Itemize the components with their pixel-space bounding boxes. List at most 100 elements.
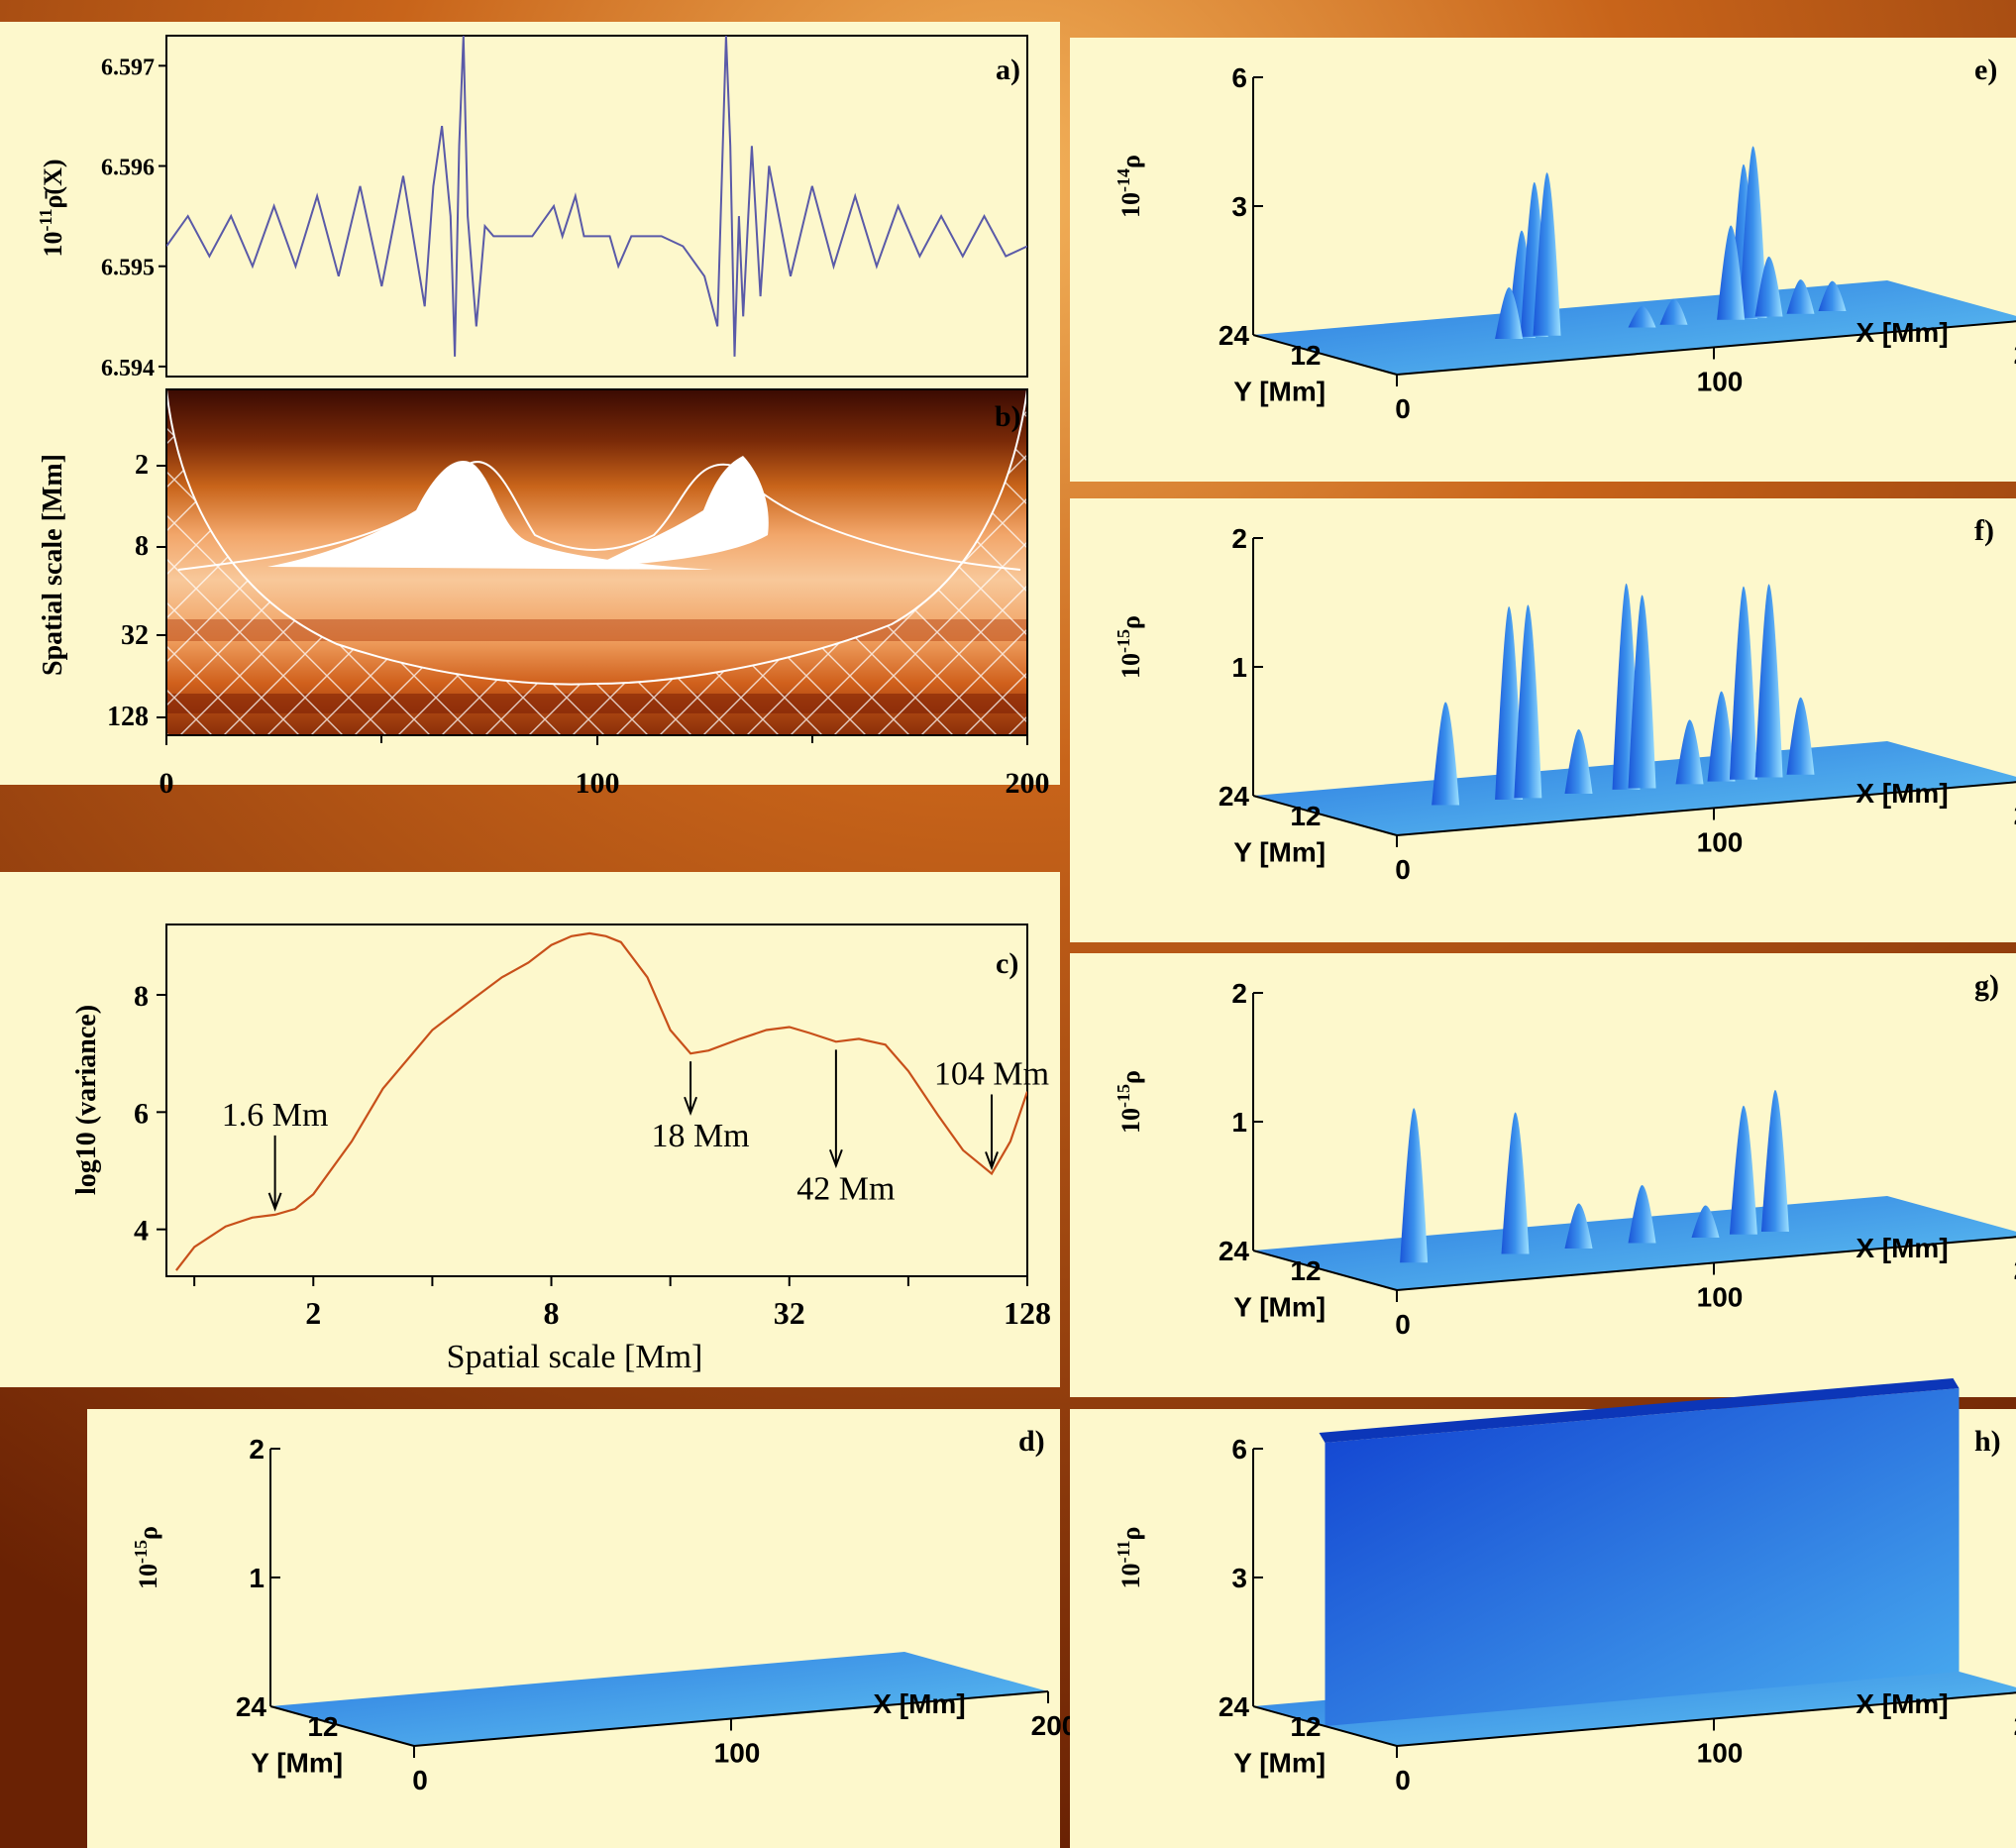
annotation-label: 104 Mm [934,1055,1049,1092]
y-tick: 12 [1290,801,1321,831]
surface-peak [1717,225,1746,320]
surface-peak [1754,256,1783,317]
z-tick: 1 [1231,652,1247,683]
annotation-arrowhead [828,1148,843,1169]
y-tick: 24 [236,1691,267,1722]
panel-g-background [1070,953,2016,1397]
panel-a-ylabel: 10-11ρ̄(X) [36,159,67,257]
annotation-label: 18 Mm [651,1118,749,1154]
panel-a-yticks: 6.597 6.596 6.595 6.594 [101,54,166,381]
surface-peak [1754,584,1783,778]
surface-peak [1729,1105,1757,1235]
z-label: 10-15ρ [1114,615,1145,679]
z-tick: 6 [1231,1434,1247,1465]
panel-e: e) 6 3 10-14ρ 24 12 Y [Mm] 0 100 200 X [Mm] [1070,38,2016,482]
x-axis-label: X [Mm] [1856,778,1948,809]
x-tick: 100 [1697,1738,1744,1769]
panel-b-xtick: 200 [1006,767,1050,800]
x-tick: 0 [1395,1309,1411,1340]
surface-peak [1564,1203,1593,1249]
x-axis-label: X [Mm] [1856,317,1948,348]
surface-peak [1628,305,1656,328]
annotation-label: 1.6 Mm [222,1097,329,1134]
surface-peak [1628,1185,1656,1244]
panel-h-label: h) [1974,1425,2001,1458]
panel-e-label: e) [1974,54,1997,86]
wavelet-heatmap [166,389,1027,735]
panel-b-ylabel: Spatial scale [Mm] [38,454,68,676]
panel-g: g) 2 1 10-15ρ 24 12 Y [Mm] 0 100 200 X [Mm] [1070,953,2016,1397]
z-tick: 1 [249,1563,265,1593]
y-axis [1252,334,1398,376]
x-tick: 200 [1031,1710,1078,1741]
y-tick: 12 [1290,340,1321,371]
panel-b-label: b) [995,400,1021,433]
annotation-arrowhead [684,1096,697,1117]
surface-plane [270,1652,1048,1746]
x-tick: 200 [2014,800,2016,830]
panel-a-ytick: 6.594 [101,356,155,381]
heatmap-power-right [594,456,769,567]
panel-c-ytick: 8 [134,980,149,1013]
z-tick: 3 [1231,1563,1247,1593]
panel-c-background [0,872,1060,1387]
cone-of-influence [166,389,1027,735]
panel-c-xtick: 128 [1004,1295,1051,1331]
surface-peak [1400,1108,1429,1263]
annotation-arrowhead [267,1192,282,1212]
y-tick: 24 [1219,1691,1250,1722]
panel-a-ytick: 6.595 [101,256,155,281]
panel-a-ytick: 6.597 [101,54,155,80]
panel-b-ytick: 32 [121,620,149,651]
panel-c-yticks: 8 6 4 [134,980,166,1248]
panel-c-line [175,931,1027,1271]
z-label: 10-15ρ [131,1526,162,1589]
x-tick: 200 [2014,339,2016,370]
y-axis-label: Y [Mm] [1233,377,1326,407]
x-tick: 100 [1697,367,1744,397]
surface-peak [1786,279,1815,314]
panel-c-plot-area [165,924,1028,1277]
surface-peak [1739,146,1767,318]
y-tick: 24 [1219,320,1250,351]
panel-c-xlabel: Spatial scale [Mm] [447,1339,703,1375]
surface-wall [1325,1388,1960,1726]
z-tick: 2 [1231,978,1247,1009]
panel-b-xtick: 0 [159,767,174,800]
surface-peak [1495,606,1524,801]
panel-c-ytick: 4 [134,1215,149,1248]
panel-d-label: d) [1018,1425,1045,1458]
panel-c-ytick: 6 [134,1097,149,1130]
panel-c: 8 6 4 2 8 32 128 1.6 Mm 18 Mm 42 Mm 104 Mm c) lo… [0,872,1060,1387]
surface-peak [1495,287,1524,340]
surface-peak [1691,1205,1720,1238]
z-label: 10-14ρ [1114,155,1145,218]
y-tick: 12 [1290,1255,1321,1286]
x-axis-label: X [Mm] [1856,1688,1948,1719]
panel-c-annotations: 1.6 Mm 18 Mm 42 Mm 104 Mm [222,1049,1049,1212]
y-axis-label: Y [Mm] [1233,837,1326,868]
panel-d-background [87,1409,1060,1848]
panel-b: 2 8 32 128 0 100 200 b) Spatial scale [M… [0,388,1060,800]
panel-b-xticks: 0 100 200 [159,735,1050,800]
x-axis-label: X [Mm] [873,1688,965,1719]
z-label: 10-15ρ [1114,1070,1145,1134]
x-tick: 100 [1697,1282,1744,1313]
panel-g-label: g) [1974,969,1999,1002]
panel-a-label: a) [996,54,1020,86]
heatmap-contour [177,461,1021,571]
panel-h: h) 6 3 10-11ρ 24 12 Y [Mm] 0 100 200 X [Mm] [1070,1378,2016,1848]
x-tick: 100 [1697,827,1744,858]
surface-wall-top [1319,1378,1960,1443]
panel-b-ytick: 2 [135,450,149,481]
y-tick: 12 [307,1711,338,1742]
x-tick: 200 [2014,1254,2016,1285]
y-axis-label: Y [Mm] [1233,1748,1326,1779]
surface-peak [1432,702,1460,806]
panel-a-plot-area [165,35,1028,378]
panel-b-ytick: 8 [135,531,149,562]
surface-peak [1760,1089,1789,1232]
panel-d: d) 2 1 10-15ρ 24 12 Y [Mm] 0 100 200 X [Mm] [87,1409,1077,1848]
